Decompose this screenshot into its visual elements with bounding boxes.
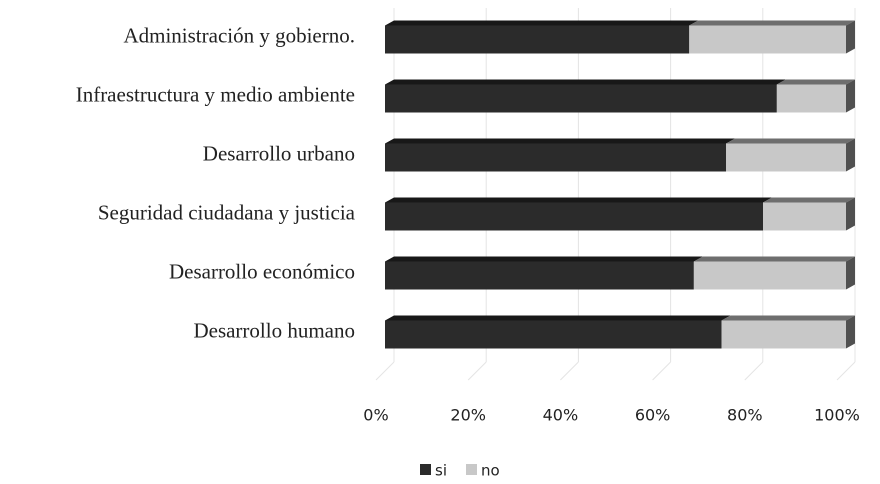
x-tick-label: 100% [814, 406, 860, 425]
bar [385, 261, 694, 290]
bar [693, 261, 846, 290]
bar-side [846, 79, 855, 113]
bar-side [846, 20, 855, 54]
bar-top [385, 79, 786, 85]
bar-side [846, 197, 855, 231]
x-tick-label: 20% [450, 406, 486, 425]
bar [385, 143, 727, 172]
bar-top [385, 256, 703, 262]
category-label: Desarrollo económico [169, 259, 355, 283]
bar-side [846, 138, 855, 172]
legend-label: si [435, 462, 447, 480]
bar [776, 84, 846, 113]
bar-top [689, 20, 855, 26]
category-label: Seguridad ciudadana y justicia [98, 200, 356, 224]
bar [721, 320, 846, 349]
bar-top [385, 197, 773, 203]
category-label: Desarrollo humano [193, 318, 355, 342]
bar-top [385, 20, 699, 26]
x-tick-label: 60% [635, 406, 671, 425]
bar-top [385, 138, 736, 144]
grid-floor [744, 361, 764, 381]
grid-floor [836, 361, 856, 381]
bar [726, 143, 846, 172]
bar-top [763, 197, 855, 203]
bar [385, 202, 764, 231]
bar-top [726, 138, 855, 144]
bar [763, 202, 846, 231]
grid-floor [652, 361, 671, 381]
legend-swatch [466, 464, 477, 475]
category-label: Desarrollo urbano [203, 141, 355, 165]
grid-floor [375, 361, 395, 381]
bar [385, 84, 777, 113]
x-tick-label: 80% [727, 406, 763, 425]
bar-side [846, 315, 855, 349]
grid-floor [467, 361, 487, 381]
bar [689, 25, 846, 54]
category-label: Infraestructura y medio ambiente [76, 82, 355, 106]
bar-top [385, 315, 731, 321]
legend-swatch [420, 464, 431, 475]
category-label: Administración y gobierno. [123, 23, 355, 47]
legend-label: no [481, 462, 500, 480]
bar [385, 25, 690, 54]
grid-floor [560, 361, 579, 381]
x-tick-label: 40% [543, 406, 579, 425]
bar [385, 320, 722, 349]
x-tick-label: 0% [363, 406, 388, 425]
bar-top [721, 315, 855, 321]
bar-side [846, 256, 855, 290]
bar-top [776, 79, 855, 85]
bar-top [693, 256, 855, 262]
